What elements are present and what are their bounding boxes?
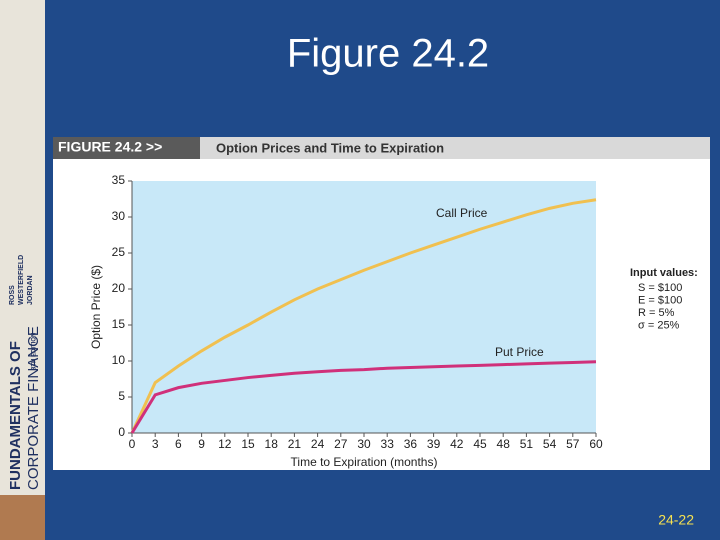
- figure-title-bar: [200, 137, 710, 159]
- x-axis-label: Time to Expiration (months): [291, 455, 438, 469]
- input-value: σ = 25%: [638, 319, 680, 331]
- x-tick-label: 18: [265, 437, 279, 451]
- book-author: ROSS: [9, 285, 16, 305]
- y-tick-label: 15: [112, 317, 126, 331]
- plot-area: [132, 181, 596, 433]
- x-tick-label: 39: [427, 437, 441, 451]
- page-number: 24-22: [658, 512, 694, 528]
- y-tick-label: 10: [112, 353, 126, 367]
- x-tick-label: 33: [381, 437, 395, 451]
- series-label: Put Price: [495, 345, 544, 359]
- x-tick-label: 30: [357, 437, 371, 451]
- book-art: [0, 495, 45, 540]
- x-tick-label: 24: [311, 437, 325, 451]
- book-line2: CORPORATE FINANCE: [25, 326, 42, 490]
- x-tick-label: 6: [175, 437, 182, 451]
- chart-title: Option Prices and Time to Expiration: [216, 140, 444, 155]
- book-title: FUNDAMENTALS OF CORPORATE FINANCE: [7, 326, 42, 490]
- figure-label-bar: [53, 137, 200, 159]
- figure-label: FIGURE 24.2 >>: [58, 139, 162, 155]
- x-tick-label: 12: [218, 437, 232, 451]
- series-line: [130, 198, 597, 434]
- y-tick-label: 35: [112, 173, 126, 187]
- y-tick-label: 0: [118, 425, 125, 439]
- slide-title: Figure 24.2: [287, 32, 489, 76]
- input-value: E = $100: [638, 294, 682, 306]
- book-author: WESTERFIELD: [18, 255, 25, 305]
- x-tick-label: 51: [520, 437, 534, 451]
- book-line1: FUNDAMENTALS OF: [7, 341, 24, 490]
- book-authors: ROSS WESTERFIELD JORDAN 8TH EDITION: [9, 255, 38, 370]
- y-tick-label: 5: [118, 389, 125, 403]
- book-spine: [0, 0, 45, 540]
- x-tick-label: 15: [241, 437, 255, 451]
- x-tick-label: 42: [450, 437, 464, 451]
- book-author: JORDAN: [27, 275, 34, 305]
- y-axis-label: Option Price ($): [89, 265, 103, 349]
- input-value: R = 5%: [638, 307, 675, 319]
- input-value: S = $100: [638, 282, 682, 294]
- x-tick-label: 54: [543, 437, 557, 451]
- series-line: [130, 360, 597, 434]
- y-tick-label: 25: [112, 245, 126, 259]
- x-tick-label: 3: [152, 437, 159, 451]
- x-tick-label: 21: [288, 437, 302, 451]
- x-tick-label: 36: [404, 437, 418, 451]
- x-tick-label: 0: [129, 437, 136, 451]
- x-tick-label: 48: [497, 437, 511, 451]
- y-tick-label: 30: [112, 209, 126, 223]
- series-label: Call Price: [436, 206, 488, 220]
- y-tick-label: 20: [112, 281, 126, 295]
- inputs-heading: Input values:: [630, 267, 698, 279]
- x-tick-label: 57: [566, 437, 580, 451]
- x-tick-label: 9: [198, 437, 205, 451]
- x-tick-label: 45: [473, 437, 487, 451]
- x-tick-label: 60: [589, 437, 603, 451]
- book-edition: 8TH EDITION: [32, 333, 38, 370]
- x-tick-label: 27: [334, 437, 348, 451]
